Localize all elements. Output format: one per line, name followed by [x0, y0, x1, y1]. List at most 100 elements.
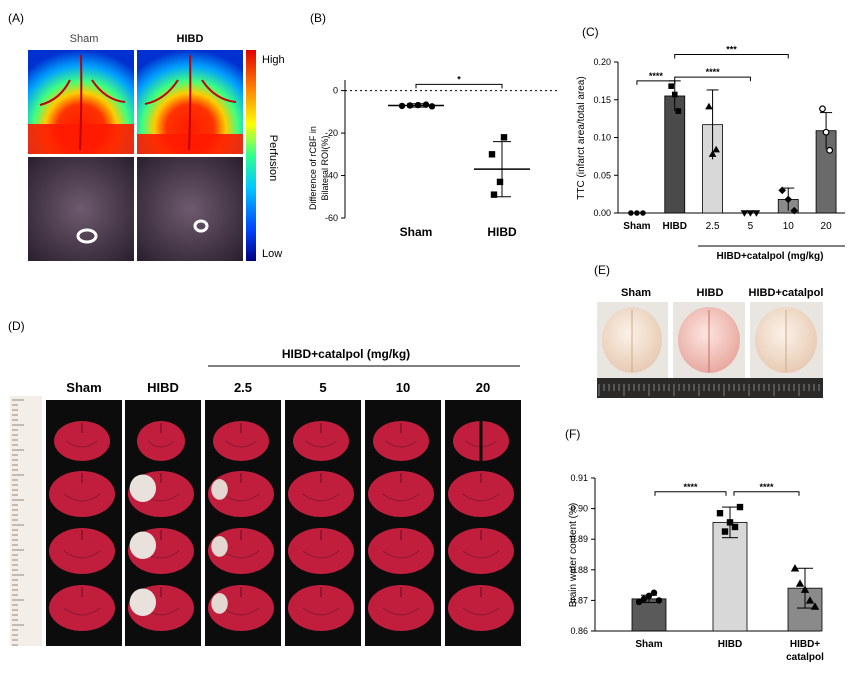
- panel-f-point-0-2: [645, 592, 653, 600]
- panel-f-ytick-label-5: 0.91: [570, 473, 588, 483]
- panel-b-point-0-3: [422, 101, 430, 108]
- panel-f-point-2-2: [800, 585, 810, 593]
- panel-c-point-1-2: [675, 108, 682, 114]
- panel-d-slice-shape-0-1: [49, 471, 115, 517]
- panel-a: (A) Sham HIBD High Perfusion Low: [8, 11, 285, 261]
- panel-f-point-0-3: [650, 589, 658, 596]
- panel-b-point-0-2: [414, 101, 422, 109]
- panel-d-slice-ventricle-5-1: [462, 493, 500, 502]
- panel-f-ytick-label-0: 0.86: [570, 626, 588, 636]
- panel-d-slice-ventricle-4-0: [385, 440, 417, 448]
- panel-f-sig-1-label: ****: [759, 482, 774, 492]
- panel-c-point-3-2: [752, 210, 761, 217]
- panel-d-slice-2-0: [213, 421, 269, 461]
- skull-image-sham: [28, 157, 134, 261]
- panel-f-plot: 0.86 0.87 0.88 0.89 0.90 0.91 Sham HIBD HIBD+ cat…: [570, 473, 824, 663]
- panel-c-sig-1-bracket: [674, 76, 751, 82]
- panel-b-ytick-label-1: -20: [325, 128, 338, 138]
- panel-d-slice-ventricle-5-3: [462, 607, 500, 616]
- panel-f-point-1-0: [716, 509, 724, 517]
- panel-d-infarct-1-3: [129, 588, 157, 617]
- panel-b: (B) Difference of rCBF in Bilateral ROI(…: [308, 11, 560, 239]
- panel-d-slice-shape-1-0: [137, 421, 185, 461]
- panel-c-point-3-1: [746, 210, 755, 217]
- panel-c-point-3-0: [740, 210, 749, 217]
- panel-d-slice-2-1: [208, 471, 274, 517]
- panel-d-slice-shape-0-0: [54, 421, 110, 461]
- panel-d-slices: [46, 400, 521, 646]
- panel-d-slice-shape-5-3: [448, 585, 514, 631]
- panel-d-slice-5-0: [453, 421, 509, 461]
- panel-c-point-2-2: [712, 145, 720, 153]
- panel-d-slice-ventricle-0-0: [66, 440, 98, 448]
- panel-c-point-0-2: [640, 210, 646, 216]
- panel-d-infarct-2-3: [211, 593, 228, 614]
- panel-c-point-0-0: [628, 210, 634, 216]
- panel-c-bar-1: [664, 95, 686, 214]
- panel-d-infarct-1-2: [129, 531, 157, 560]
- panel-c-ytick-label-2: 0.10: [593, 133, 611, 143]
- panel-d-slice-3-2: [288, 528, 354, 574]
- panel-f-point-1-4: [736, 503, 744, 511]
- panel-d: (D) HIBD+catalpol (mg/kg) Sham HIBD 2.5 5 10…: [8, 319, 521, 646]
- panel-b-ytick-label-0: 0: [333, 86, 338, 96]
- panel-d-slice-1-1: [128, 471, 194, 517]
- panel-d-slice-ventricle-4-3: [382, 607, 420, 616]
- panel-d-col-label-1: HIBD: [147, 380, 179, 395]
- panel-d-slice-3-0: [293, 421, 349, 461]
- panel-b-ytick-label-3: -60: [325, 213, 338, 223]
- panel-d-letter: (D): [8, 319, 25, 333]
- panel-c-ylabel: TTC (infarct area/total area): [576, 76, 587, 199]
- panel-f-point-2-3: [805, 596, 815, 604]
- panel-f-sig-0-bracket: [654, 491, 727, 496]
- panel-f-point-1-2: [726, 519, 734, 526]
- panel-b-point-0-4: [428, 103, 436, 110]
- panel-d-slice-4-1: [368, 471, 434, 517]
- panel-c-point-4-1: [784, 195, 793, 204]
- panel-f-point-1-1: [721, 528, 729, 535]
- panel-c-sig-1-label: ****: [706, 67, 721, 77]
- panel-d-col-label-4: 10: [396, 380, 410, 395]
- panel-d-slice-ventricle-0-1: [63, 493, 101, 502]
- panel-d-slice-ventricle-3-0: [305, 440, 337, 448]
- panel-d-slice-5-2: [448, 528, 514, 574]
- panel-b-sig-0-label: *: [457, 74, 461, 84]
- panel-f-ytick-label-4: 0.90: [570, 504, 588, 514]
- panel-f-sig-0-label: ****: [683, 482, 698, 492]
- panel-c-point-4-2: [790, 206, 799, 215]
- panel-d-slice-ventricle-2-0: [225, 440, 257, 448]
- panel-d-slice-shape-3-3: [288, 585, 354, 631]
- panel-c-xtick-label-1: HIBD: [663, 221, 687, 232]
- panel-f-ylabel: Brain water content (%): [568, 503, 579, 608]
- panel-c-xtick-label-3: 5: [748, 221, 754, 232]
- panel-b-plot: 0 -20 -40 -60 Sham HIBD *: [325, 74, 560, 239]
- panel-c-point-2-0: [705, 102, 713, 110]
- panel-f-point-2-1: [795, 579, 805, 587]
- panel-d-slice-ventricle-0-2: [63, 550, 101, 559]
- panel-d-slice-ventricle-3-2: [302, 550, 340, 559]
- panel-d-slice-1-0: [137, 421, 185, 461]
- panel-d-slice-4-0: [373, 421, 429, 461]
- perfusion-colorbar: [246, 50, 256, 261]
- panel-f-point-2-0: [790, 564, 800, 572]
- panel-c-point-5-2: [826, 146, 834, 154]
- panel-d-slice-shape-4-3: [368, 585, 434, 631]
- panel-c-sig-0-bracket: [636, 80, 676, 85]
- panel-b-point-1-1: [488, 151, 496, 158]
- panel-f-xtick-label-2-0: HIBD+: [790, 639, 820, 650]
- panel-d-slice-ventricle-4-1: [382, 493, 420, 502]
- panel-e-letter: (E): [594, 263, 610, 277]
- ruler: [10, 396, 42, 646]
- panel-f-xtick-label-1-0: HIBD: [718, 639, 742, 650]
- panel-d-slice-3-1: [288, 471, 354, 517]
- panel-d-slice-0-3: [49, 585, 115, 631]
- panel-a-col-label-sham: Sham: [70, 33, 99, 45]
- panel-b-point-0-1: [406, 102, 414, 109]
- panel-b-point-0-0: [398, 102, 406, 110]
- panel-c-xtick-label-4: 10: [783, 221, 795, 232]
- panel-c: (C) TTC (infarct area/total area) 0.00 0.…: [576, 25, 845, 262]
- panel-e-col-label-sham: Sham: [621, 287, 651, 299]
- panel-d-slice-shape-0-2: [49, 528, 115, 574]
- panel-c-xlabel: HIBD+catalpol (mg/kg): [717, 251, 824, 262]
